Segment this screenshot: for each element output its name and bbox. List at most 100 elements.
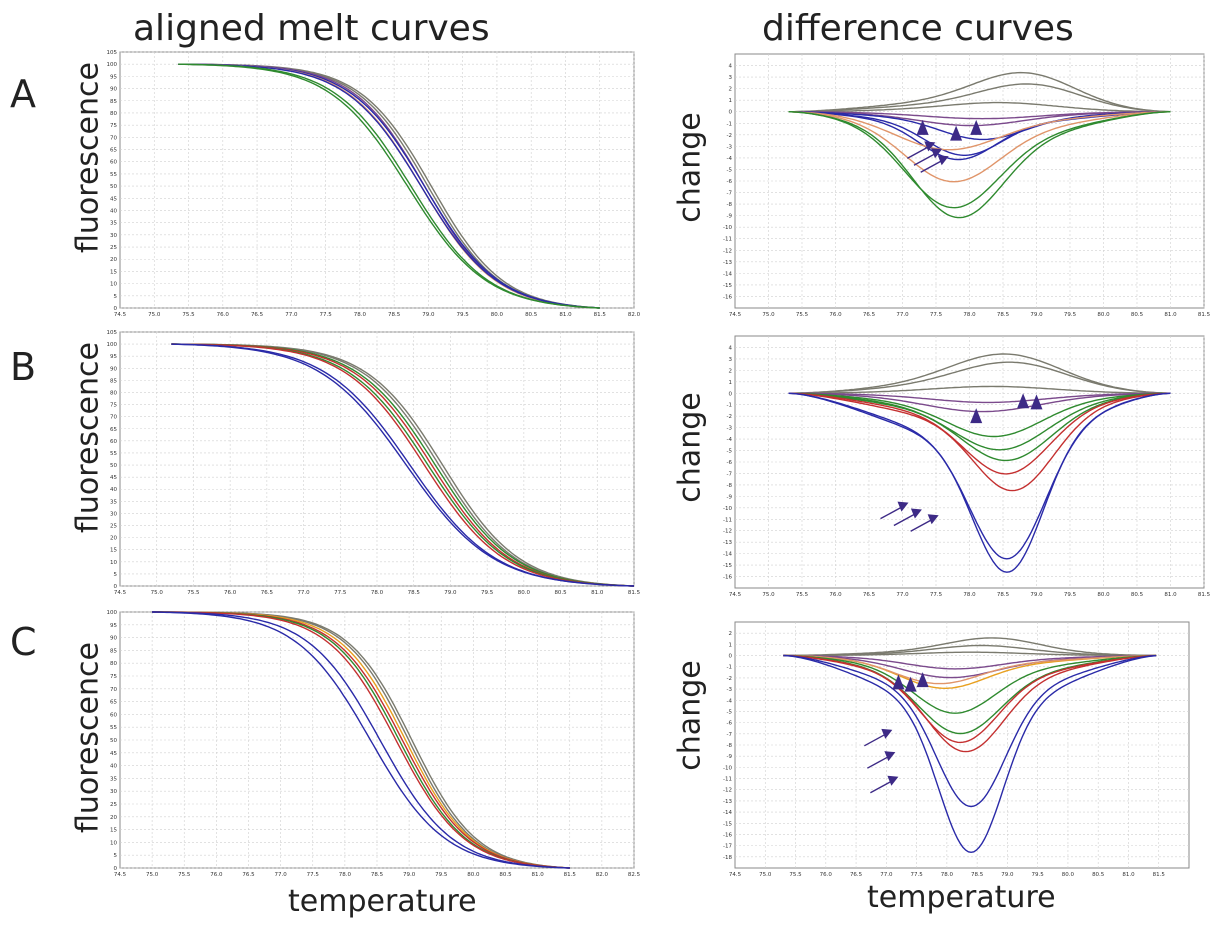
melt-xlabel: temperature [288, 884, 477, 919]
y-tick-label: -10 [723, 506, 732, 512]
series-line-grey [788, 385, 1171, 394]
x-tick-label: 80.0 [491, 312, 504, 318]
x-tick-label: 75.5 [182, 312, 195, 318]
y-tick-label: 65 [110, 148, 117, 154]
series-line-red [152, 611, 570, 869]
x-tick-label: 78.5 [371, 872, 384, 878]
y-tick-label: 3 [729, 75, 733, 81]
x-tick-label: 79.5 [435, 872, 448, 878]
y-tick-label: -14 [723, 271, 732, 277]
x-tick-label: 77.5 [307, 872, 320, 878]
y-tick-label: 35 [110, 776, 117, 782]
plot-frame [119, 331, 635, 587]
x-tick-label: 79.0 [444, 590, 457, 596]
y-tick-label: 15 [110, 828, 117, 834]
y-tick-label: 50 [110, 184, 117, 190]
x-tick-label: 74.5 [114, 312, 127, 318]
y-tick-label: 75 [110, 123, 117, 129]
y-tick-label: 10 [110, 560, 117, 566]
y-tick-label: 60 [110, 160, 117, 166]
triangle-marker [970, 408, 983, 424]
x-tick-label: 79.0 [422, 312, 435, 318]
x-tick-label: 80.5 [1092, 872, 1105, 878]
triangle-marker [904, 676, 917, 692]
arrow-marker-head [924, 141, 936, 152]
y-tick-label: -13 [723, 260, 732, 266]
arrow-marker-shaft [910, 518, 933, 532]
x-tick-label: 77.0 [880, 872, 893, 878]
x-tick-label: 79.5 [1032, 872, 1045, 878]
y-tick-label: 30 [110, 789, 117, 795]
x-tick-label: 80.5 [525, 312, 538, 318]
row-label-c: C [10, 620, 37, 664]
y-tick-label: 70 [110, 135, 117, 141]
y-tick-label: 35 [110, 499, 117, 505]
y-tick-label: 65 [110, 427, 117, 433]
arrow-marker-head [887, 775, 899, 786]
y-tick-label: -9 [727, 494, 733, 500]
x-tick-label: 74.5 [729, 872, 742, 878]
x-tick-label: 78.0 [941, 872, 954, 878]
y-tick-label: 0 [729, 654, 733, 660]
y-tick-label: 55 [110, 725, 117, 731]
y-tick-label: -16 [723, 575, 732, 581]
y-tick-label: -9 [727, 754, 733, 760]
y-tick-label: 60 [110, 439, 117, 445]
x-tick-label: 76.5 [850, 872, 863, 878]
y-tick-label: 30 [110, 233, 117, 239]
y-tick-label: 1 [729, 642, 733, 648]
y-tick-label: -9 [727, 214, 733, 220]
x-tick-label: 77.0 [275, 872, 288, 878]
y-tick-label: -1 [727, 403, 732, 409]
triangle-marker [950, 125, 963, 141]
series-line-orange [788, 111, 1171, 151]
y-tick-label: 55 [110, 451, 117, 457]
y-tick-label: 20 [110, 815, 117, 821]
x-tick-label: 76.5 [261, 590, 274, 596]
y-tick-label: -13 [723, 799, 732, 805]
y-tick-label: 2 [729, 368, 733, 374]
y-tick-label: 90 [110, 87, 117, 93]
y-tick-label: -6 [727, 179, 733, 185]
y-tick-label: 50 [110, 463, 117, 469]
y-tick-label: -11 [723, 777, 732, 783]
arrow-marker-shaft [906, 145, 930, 159]
y-tick-label: -15 [723, 821, 732, 827]
x-tick-label: 74.5 [729, 592, 742, 598]
y-tick-label: -4 [727, 156, 733, 162]
x-tick-label: 81.0 [1164, 312, 1177, 318]
y-tick-label: 75 [110, 403, 117, 409]
y-tick-label: -1 [727, 121, 732, 127]
triangle-marker [970, 119, 983, 135]
x-tick-label: 80.5 [554, 590, 567, 596]
chart-a-diff: 74.5 75.0 75.5 76.0 76.5 77.0 77.5 78.0 78.5 79.0… [723, 53, 1211, 318]
y-tick-label: 15 [110, 548, 117, 554]
y-tick-label: -16 [723, 832, 732, 838]
series-line-green [178, 63, 600, 309]
triangle-marker [916, 672, 929, 688]
series-line-orange [783, 654, 1157, 685]
x-tick-label: 78.5 [408, 590, 421, 596]
y-tick-label: 80 [110, 111, 117, 117]
series-line-green [788, 111, 1171, 219]
y-tick-label: 95 [110, 354, 117, 360]
y-tick-label: 15 [110, 269, 117, 275]
difference-curves-heading: difference curves [762, 8, 1074, 49]
series-line-green [783, 654, 1157, 714]
x-tick-label: 76.0 [224, 590, 237, 596]
arrow-marker-head [931, 148, 942, 159]
x-tick-label: 74.5 [729, 312, 742, 318]
y-tick-label: 10 [110, 840, 117, 846]
diff-xlabel: temperature [867, 880, 1056, 915]
x-tick-label: 81.0 [1122, 872, 1135, 878]
y-tick-label: 1 [729, 380, 733, 386]
y-tick-label: 100 [107, 610, 118, 616]
y-tick-label: 45 [110, 475, 117, 481]
y-tick-label: -3 [727, 687, 733, 693]
x-tick-label: 77.5 [334, 590, 347, 596]
x-tick-label: 78.5 [971, 872, 984, 878]
y-tick-label: 5 [114, 294, 118, 300]
y-tick-label: 0 [114, 584, 118, 590]
x-tick-label: 78.5 [997, 592, 1010, 598]
arrow-marker-head [927, 514, 939, 525]
